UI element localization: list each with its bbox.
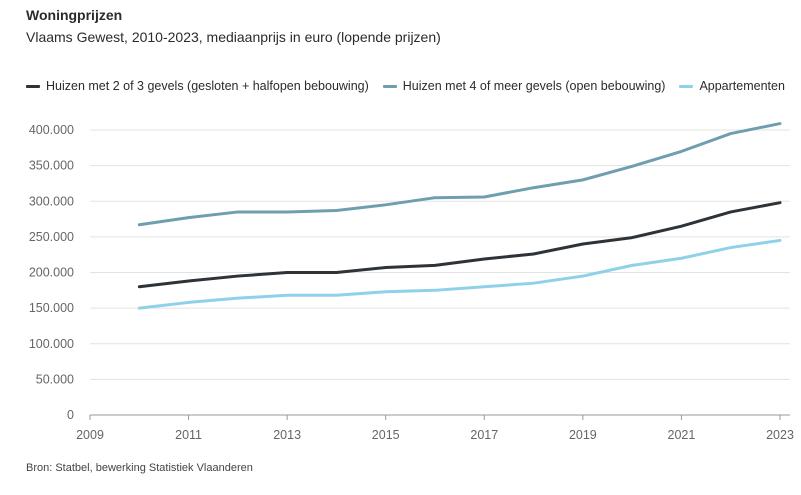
- series-line-1: [137, 122, 782, 227]
- y-tick-label: 300.000: [29, 194, 74, 208]
- y-tick-label: 250.000: [29, 230, 74, 244]
- x-tick-label: 2015: [372, 428, 400, 442]
- legend-item-appartementen[interactable]: Appartementen: [679, 79, 785, 93]
- y-tick-label: 0: [67, 408, 74, 422]
- x-tick-label: 2023: [766, 428, 794, 442]
- legend-item-2-3-gevels[interactable]: Huizen met 2 of 3 gevels (gesloten + hal…: [26, 79, 369, 93]
- x-tick-label: 2021: [668, 428, 696, 442]
- x-tick-label: 2009: [76, 428, 104, 442]
- y-tick-label: 350.000: [29, 159, 74, 173]
- legend-swatch-2-3-gevels: [26, 84, 40, 88]
- legend-label-2-3-gevels: Huizen met 2 of 3 gevels (gesloten + hal…: [46, 79, 369, 93]
- y-tick-label: 400.000: [29, 123, 74, 137]
- series-line-0: [137, 201, 782, 289]
- chart-subtitle: Vlaams Gewest, 2010-2023, mediaanprijs i…: [26, 29, 441, 45]
- chart-title: Woningprijzen: [26, 7, 123, 23]
- legend-label-4-gevels: Huizen met 4 of meer gevels (open bebouw…: [402, 79, 666, 93]
- x-tick-label: 2011: [175, 428, 202, 442]
- y-tick-label: 100.000: [29, 337, 74, 351]
- y-tick-label: 200.000: [29, 266, 74, 280]
- legend-swatch-appartementen: [679, 84, 694, 88]
- source-note: Bron: Statbel, bewerking Statistiek Vlaa…: [26, 462, 253, 474]
- y-tick-label: 150.000: [29, 301, 74, 315]
- legend-swatch-4-gevels: [382, 84, 397, 88]
- x-tick-label: 2019: [569, 428, 597, 442]
- x-tick-label: 2017: [470, 428, 498, 442]
- series-line-2: [137, 238, 782, 310]
- y-tick-label: 50.000: [36, 372, 74, 386]
- legend-label-appartementen: Appartementen: [699, 79, 785, 93]
- legend-item-4-gevels[interactable]: Huizen met 4 of meer gevels (open bebouw…: [382, 79, 666, 93]
- x-tick-label: 2013: [273, 428, 301, 442]
- legend: Huizen met 2 of 3 gevels (gesloten + hal…: [26, 79, 799, 93]
